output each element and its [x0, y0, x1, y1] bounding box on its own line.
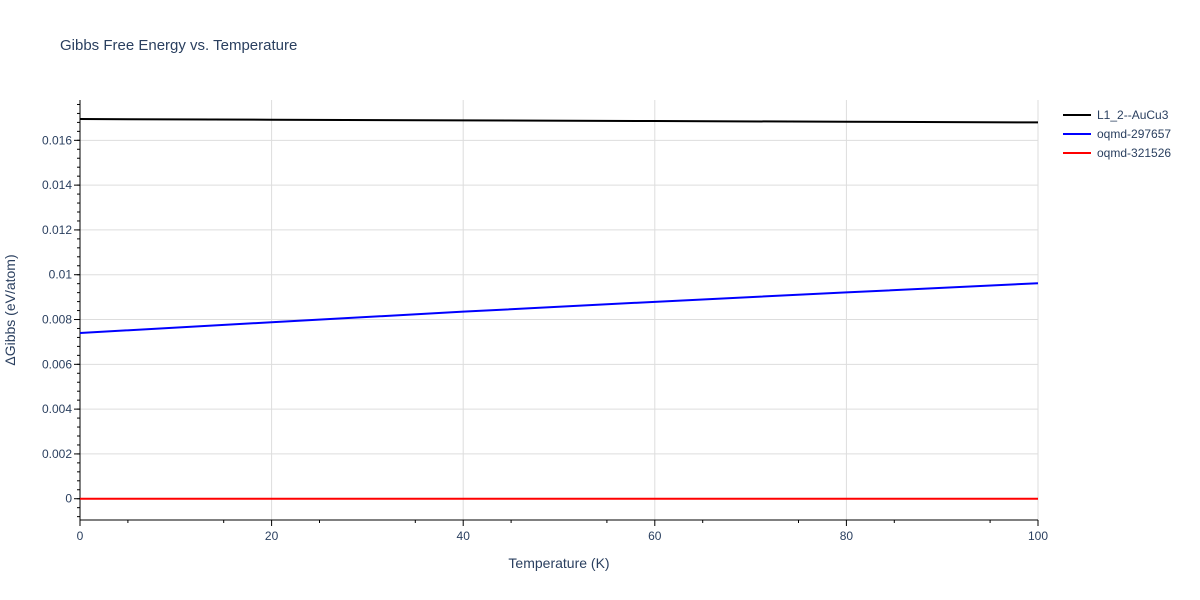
series-line: [79, 282, 1039, 334]
x-tick-label: 60: [648, 529, 662, 543]
series-line: [79, 118, 1039, 124]
y-tick-label: 0.014: [42, 178, 72, 192]
y-tick-label: 0.004: [42, 402, 72, 416]
y-tick-label: 0.008: [42, 313, 72, 327]
legend-label: oqmd-321526: [1097, 146, 1171, 160]
axes: 0 20 40 60 80 100 0 0.002 0.004 0.006 0.008 0.01 0.0…: [42, 100, 1048, 543]
y-tick-label: 0.016: [42, 133, 72, 147]
y-tick-label: 0.006: [42, 357, 72, 371]
legend-item[interactable]: oqmd-321526: [1063, 146, 1171, 160]
legend-item[interactable]: L1_2--AuCu3: [1063, 108, 1169, 122]
y-tick-label: 0.002: [42, 447, 72, 461]
y-tick-label: 0: [65, 492, 72, 506]
chart-title: Gibbs Free Energy vs. Temperature: [60, 37, 297, 54]
legend-item[interactable]: oqmd-297657: [1063, 127, 1171, 141]
legend-label: oqmd-297657: [1097, 127, 1171, 141]
x-axis-title: Temperature (K): [508, 555, 609, 571]
y-tick-label: 0.012: [42, 223, 72, 237]
y-axis-title: ΔGibbs (eV/atom): [2, 254, 18, 365]
x-tick-label: 100: [1028, 529, 1048, 543]
x-tick-label: 20: [265, 529, 279, 543]
grid: [80, 100, 1039, 520]
x-tick-label: 0: [77, 529, 84, 543]
x-tick-label: 80: [840, 529, 854, 543]
plot-area: [79, 118, 1039, 500]
y-tick-label: 0.01: [49, 268, 73, 282]
legend-label: L1_2--AuCu3: [1097, 108, 1169, 122]
legend[interactable]: L1_2--AuCu3 oqmd-297657 oqmd-321526: [1063, 108, 1171, 160]
x-tick-label: 40: [457, 529, 471, 543]
